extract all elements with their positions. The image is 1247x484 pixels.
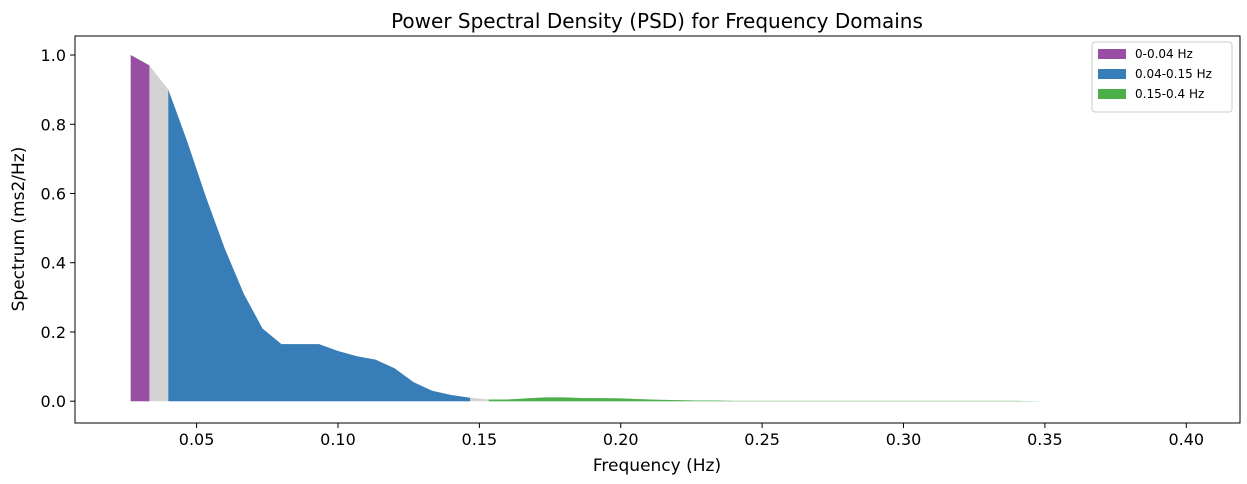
x-tick-label: 0.30 — [886, 430, 922, 449]
x-tick-label: 0.10 — [320, 430, 356, 449]
x-tick-label: 0.35 — [1027, 430, 1063, 449]
legend-box — [1091, 41, 1233, 113]
legend-label: 0-0.04 Hz — [1135, 47, 1193, 61]
chart-title: Power Spectral Density (PSD) for Frequen… — [391, 9, 923, 33]
legend-swatch — [1098, 69, 1126, 79]
y-tick-label: 1.0 — [41, 46, 66, 65]
legend-label: 0.15-0.4 Hz — [1135, 87, 1204, 101]
y-tick-label: 0.0 — [41, 392, 66, 411]
x-tick-label: 0.25 — [744, 430, 780, 449]
y-tick-label: 0.4 — [41, 254, 66, 273]
y-tick-label: 0.6 — [41, 185, 66, 204]
axes-frame — [74, 35, 1241, 424]
x-axis-label: Frequency (Hz) — [593, 456, 721, 476]
legend-swatch — [1098, 89, 1126, 99]
y-tick-label: 0.2 — [41, 323, 66, 342]
y-axis: 0.0 0.2 0.4 0.6 0.8 1.0 — [41, 46, 75, 411]
band-area-3 — [488, 397, 1168, 402]
x-axis: 0.05 0.10 0.15 0.20 0.25 0.30 0.35 0.40 — [179, 423, 1204, 449]
x-tick-label: 0.20 — [603, 430, 639, 449]
x-tick-label: 0.05 — [179, 430, 215, 449]
legend-swatch — [1098, 49, 1126, 59]
legend-label: 0.04-0.15 Hz — [1135, 67, 1212, 81]
legend: 0-0.04 Hz 0.04-0.15 Hz 0.15-0.4 Hz — [1091, 41, 1233, 113]
plot-area — [130, 55, 1187, 402]
band-area-1 — [130, 55, 150, 402]
y-tick-label: 0.8 — [41, 115, 66, 134]
x-tick-label: 0.15 — [462, 430, 498, 449]
x-tick-label: 0.40 — [1168, 430, 1204, 449]
band-area-2 — [168, 89, 471, 402]
y-axis-label: Spectrum (ms2/Hz) — [9, 147, 29, 312]
